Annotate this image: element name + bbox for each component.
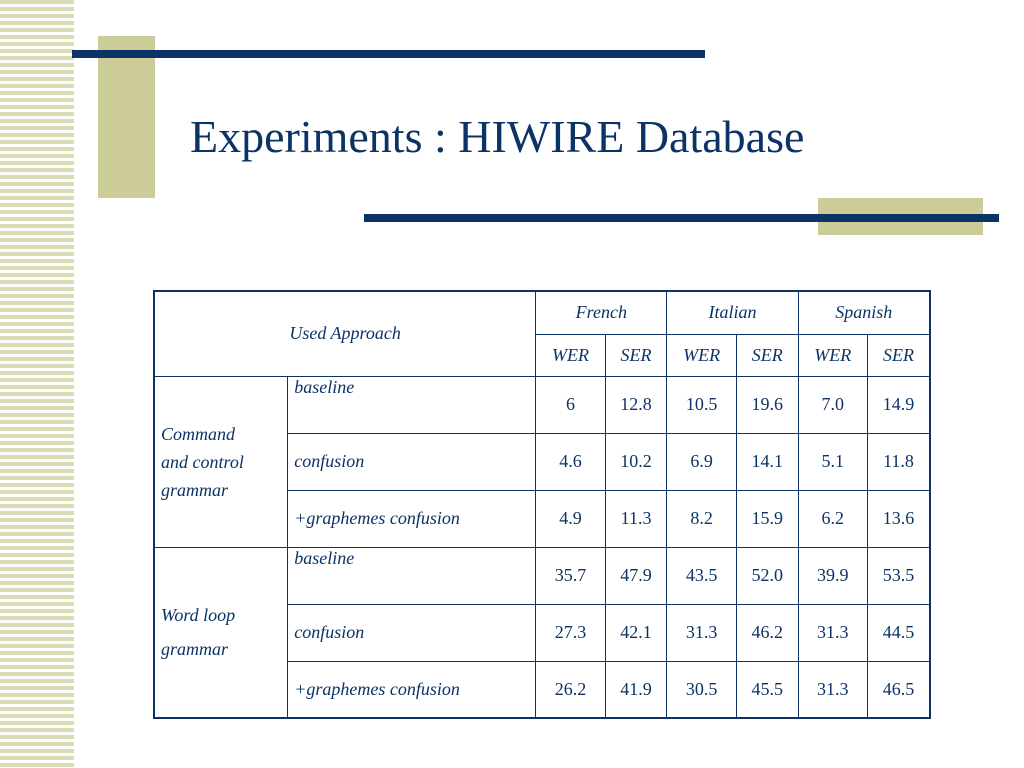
header-language-italian: Italian <box>666 290 799 335</box>
table-row: +graphemes confusion 4.9 11.3 8.2 15.9 6… <box>154 489 931 548</box>
approach-cell: +graphemes confusion <box>287 489 537 548</box>
value-cell: 4.9 <box>535 489 606 548</box>
group-label-line: grammar <box>161 479 229 500</box>
value-cell: 14.1 <box>735 432 799 491</box>
header-metric: SER <box>866 333 931 377</box>
value-cell: 5.1 <box>797 432 868 491</box>
value-cell: 31.3 <box>666 603 737 662</box>
value-cell: 39.9 <box>797 546 868 605</box>
group-label-command-control: Command and control grammar <box>153 375 289 548</box>
value-cell: 7.0 <box>797 375 868 434</box>
group-label-line: and control <box>161 451 244 472</box>
group-label-line: grammar <box>161 639 229 660</box>
results-table: Used Approach French Italian Spanish WER… <box>153 290 931 719</box>
group-label-line: Word loop <box>161 605 236 626</box>
value-cell: 4.6 <box>535 432 606 491</box>
value-cell: 15.9 <box>735 489 799 548</box>
value-cell: 6.9 <box>666 432 737 491</box>
decor-line-bottom <box>364 214 999 222</box>
decor-block-left <box>98 36 155 198</box>
table-row: confusion 4.6 10.2 6.9 14.1 5.1 11.8 <box>154 432 931 491</box>
value-cell: 31.3 <box>797 660 868 719</box>
value-cell: 47.9 <box>604 546 668 605</box>
approach-cell: baseline <box>287 375 537 434</box>
slide-title: Experiments : HIWIRE Database <box>190 111 805 162</box>
value-cell: 30.5 <box>666 660 737 719</box>
value-cell: 43.5 <box>666 546 737 605</box>
header-metric: SER <box>604 333 668 377</box>
value-cell: 19.6 <box>735 375 799 434</box>
value-cell: 10.5 <box>666 375 737 434</box>
header-metric: SER <box>735 333 799 377</box>
value-cell: 45.5 <box>735 660 799 719</box>
header-metric: WER <box>797 333 868 377</box>
value-cell: 13.6 <box>866 489 931 548</box>
header-row-metrics: WER SER WER SER WER SER <box>154 333 931 377</box>
group-label-word-loop: Word loop grammar <box>153 546 289 719</box>
table-row: Word loop grammar baseline 35.7 47.9 43.5… <box>153 546 931 719</box>
left-stripe-border <box>0 0 74 768</box>
value-cell: 41.9 <box>604 660 668 719</box>
value-cell: 12.8 <box>604 375 668 434</box>
approach-cell: +graphemes confusion <box>287 660 537 719</box>
approach-cell: confusion <box>287 603 537 662</box>
value-cell: 11.3 <box>604 489 668 548</box>
value-cell: 6.2 <box>797 489 868 548</box>
value-cell: 46.5 <box>866 660 931 719</box>
value-cell: 46.2 <box>735 603 799 662</box>
value-cell: 53.5 <box>866 546 931 605</box>
value-cell: 10.2 <box>604 432 668 491</box>
group-label-line: Command <box>161 423 236 444</box>
value-cell: 6 <box>535 375 606 434</box>
value-cell: 27.3 <box>535 603 606 662</box>
value-cell: 42.1 <box>604 603 668 662</box>
value-cell: 11.8 <box>866 432 931 491</box>
decor-line-top <box>72 50 705 58</box>
header-used-approach: Used Approach <box>153 290 537 377</box>
value-cell: 31.3 <box>797 603 868 662</box>
value-cell: 14.9 <box>866 375 931 434</box>
table-row: Command and control grammar baseline 6 12.… <box>153 375 931 548</box>
value-cell: 44.5 <box>866 603 931 662</box>
table-row: confusion 27.3 42.1 31.3 46.2 31.3 44.5 <box>154 603 931 662</box>
value-cell: 35.7 <box>535 546 606 605</box>
header-language-spanish: Spanish <box>797 290 931 335</box>
header-metric: WER <box>535 333 606 377</box>
table-row: +graphemes confusion 26.2 41.9 30.5 45.5… <box>154 660 931 719</box>
approach-cell: confusion <box>287 432 537 491</box>
approach-cell: baseline <box>287 546 537 605</box>
value-cell: 52.0 <box>735 546 799 605</box>
header-language-french: French <box>535 290 668 335</box>
header-row-languages: Used Approach French Italian Spanish <box>153 290 931 377</box>
value-cell: 26.2 <box>535 660 606 719</box>
value-cell: 8.2 <box>666 489 737 548</box>
header-metric: WER <box>666 333 737 377</box>
